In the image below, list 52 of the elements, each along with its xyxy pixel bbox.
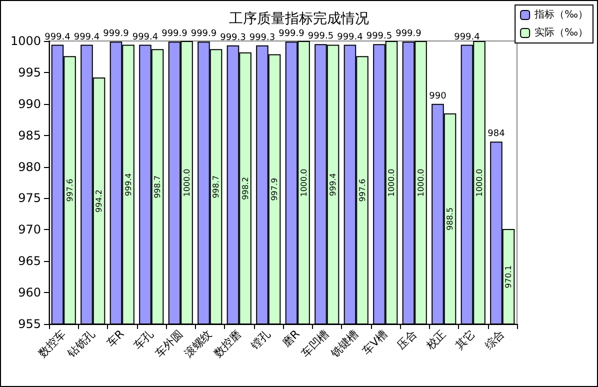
data-label: 999.4 xyxy=(328,173,338,196)
x-tick-label: 数控磨 xyxy=(211,327,244,360)
x-tick-label: 压合 xyxy=(394,327,420,352)
data-label: 999.5 xyxy=(366,32,392,42)
data-label: 999.4 xyxy=(337,32,364,42)
x-tick-label: 综合 xyxy=(482,327,507,352)
x-tick-label: 其它 xyxy=(452,327,478,352)
data-label: 999.5 xyxy=(308,32,334,42)
data-label: 988.5 xyxy=(446,207,455,230)
y-tick-label: 975 xyxy=(18,191,41,206)
data-label: 994.2 xyxy=(94,190,104,212)
data-label: 999.4 xyxy=(124,173,133,196)
y-tick-label: 970 xyxy=(18,222,41,237)
y-tick-label: 995 xyxy=(18,65,41,80)
data-label: 999.4 xyxy=(132,32,158,42)
data-label: 970.1 xyxy=(504,265,514,288)
data-label: 999.3 xyxy=(220,32,246,43)
y-tick-label: 1000 xyxy=(10,34,41,48)
data-label: 998.2 xyxy=(240,176,250,200)
data-label: 997.9 xyxy=(270,178,280,201)
data-label: 999.4 xyxy=(44,32,71,42)
data-label: 1000.0 xyxy=(299,168,308,197)
data-label: 990 xyxy=(429,91,447,102)
y-tick-label: 990 xyxy=(18,96,41,111)
data-label: 999.3 xyxy=(249,32,276,43)
data-label: 998.7 xyxy=(153,175,162,198)
data-label: 997.6 xyxy=(65,178,74,202)
data-label: 997.6 xyxy=(358,178,367,202)
data-label: 998.7 xyxy=(212,175,221,198)
data-label: 1000.0 xyxy=(182,168,192,197)
legend-label: 指标（‰） xyxy=(534,8,588,20)
y-tick-label: 985 xyxy=(18,128,41,142)
y-tick-label: 980 xyxy=(18,160,41,174)
x-tick-label: 车R xyxy=(104,327,127,350)
data-label: 1000.0 xyxy=(474,168,484,197)
data-label: 999.9 xyxy=(278,29,305,40)
data-label: 999.9 xyxy=(190,29,217,40)
data-label: 999.9 xyxy=(103,29,130,40)
y-tick-label: 965 xyxy=(18,254,41,268)
data-label: 1000.0 xyxy=(416,168,426,197)
data-label: 1000.0 xyxy=(387,168,396,197)
chart-title: 工序质量指标完成情况 xyxy=(229,11,369,27)
x-tick-label: 车V槽 xyxy=(360,327,390,358)
x-tick-label: 镗孔 xyxy=(248,327,273,353)
data-label: 999.4 xyxy=(454,32,480,42)
data-label: 999.4 xyxy=(74,32,100,42)
y-tick-label: 960 xyxy=(18,286,41,300)
data-label: 999.9 xyxy=(396,29,422,40)
x-tick-label: 校正 xyxy=(423,327,448,353)
data-label: 999.9 xyxy=(162,29,188,40)
legend-label: 实际（‰） xyxy=(534,26,588,38)
data-label: 984 xyxy=(488,129,506,140)
